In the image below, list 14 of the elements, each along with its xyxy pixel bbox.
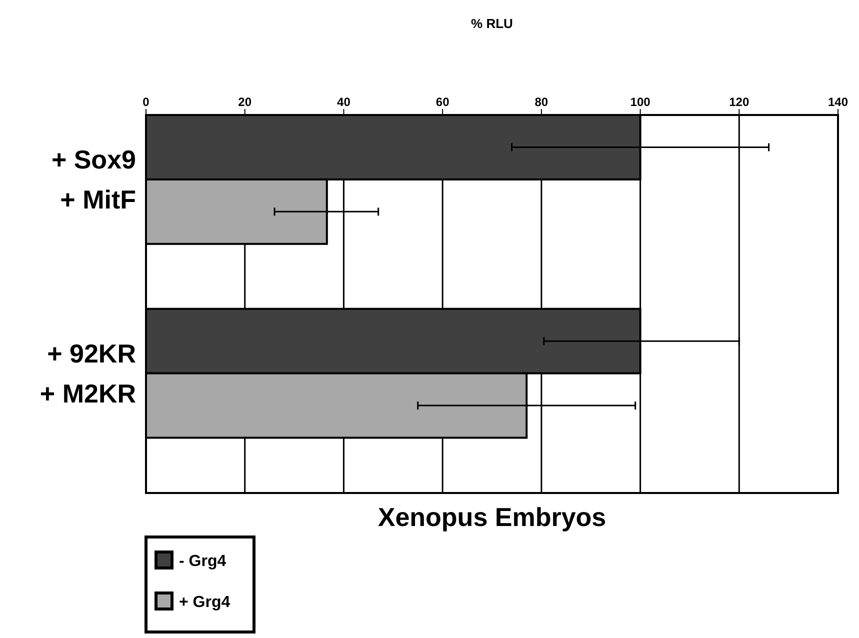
legend-label: + Grg4: [179, 594, 230, 611]
y-tick-label: + 92KR + M2KR: [40, 338, 136, 408]
text: Xenopus Embryos: [378, 502, 606, 532]
x-tick-label: 120: [729, 95, 750, 109]
x-tick-label: 60: [436, 95, 450, 109]
x-tick-label: 100: [630, 95, 651, 109]
x-axis-title: % RLU: [471, 16, 513, 31]
x-tick-label: 40: [337, 95, 351, 109]
legend-label: - Grg4: [179, 553, 226, 570]
x-tick-label: 20: [238, 95, 252, 109]
x-tick-label: 140: [828, 95, 848, 109]
y-tick-label: + Sox9 + MitF: [51, 144, 136, 214]
x-tick-label: 80: [534, 95, 548, 109]
x-tick-label: 0: [142, 95, 150, 109]
